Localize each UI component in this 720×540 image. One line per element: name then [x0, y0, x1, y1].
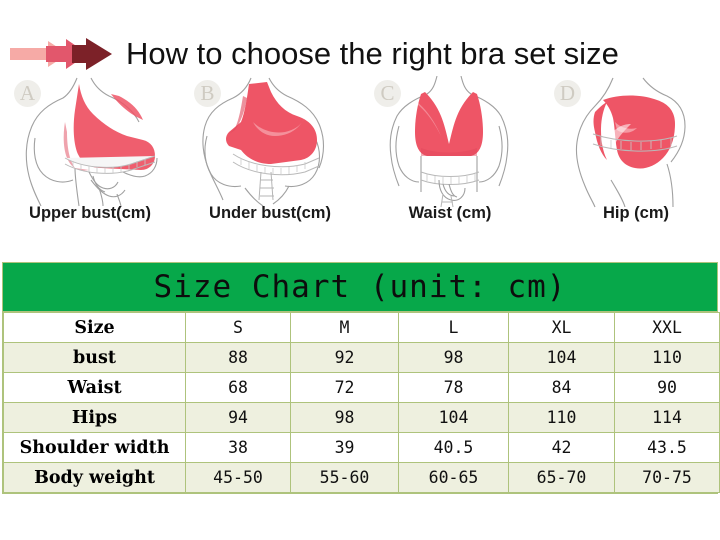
size-chart-title: Size Chart (unit: cm)	[153, 269, 567, 305]
cell-hips-m: 98	[290, 402, 399, 433]
cell-hips-xxl: 114	[614, 402, 720, 433]
cell-waist-l: 78	[398, 372, 509, 403]
arrow-group-icon	[8, 34, 120, 74]
panel-label-upper-bust: Upper bust(cm)	[29, 204, 151, 222]
row-label-shoulder-width: Shoulder width	[3, 432, 186, 463]
cell-bust-s: 88	[185, 342, 291, 373]
page-title: How to choose the right bra set size	[126, 36, 619, 71]
size-chart-table: Size S M L XL XXL bust 88 92 98 104 110 …	[3, 312, 720, 493]
table-row-hips: Hips 94 98 104 110 114	[3, 402, 720, 433]
cell-waist-s: 68	[185, 372, 291, 403]
size-chart-header: Size Chart (unit: cm)	[3, 263, 717, 312]
cell-weight-xl: 65-70	[508, 462, 615, 493]
panel-badge-c: C	[374, 80, 401, 107]
upper-bust-measure-icon	[0, 76, 180, 208]
table-row-shoulder-width: Shoulder width 38 39 40.5 42 43.5	[3, 432, 720, 463]
cell-bust-xl: 104	[508, 342, 615, 373]
cell-hips-s: 94	[185, 402, 291, 433]
cell-weight-l: 60-65	[398, 462, 509, 493]
cell-weight-m: 55-60	[290, 462, 399, 493]
table-row-size: Size S M L XL XXL	[3, 312, 720, 343]
cell-weight-xxl: 70-75	[614, 462, 720, 493]
measurement-panels: A	[0, 76, 720, 246]
panel-under-bust: B	[180, 76, 360, 246]
table-row-bust: bust 88 92 98 104 110	[3, 342, 720, 373]
cell-shoulder-xl: 42	[508, 432, 615, 463]
triple-arrow-icon	[10, 38, 112, 70]
panel-label-hip: Hip (cm)	[603, 204, 669, 222]
cell-size-l: L	[398, 312, 509, 343]
title-row: How to choose the right bra set size	[0, 28, 720, 80]
panel-waist: C	[360, 76, 540, 246]
cell-waist-xxl: 90	[614, 372, 720, 403]
panel-upper-bust: A	[0, 76, 180, 246]
cell-shoulder-l: 40.5	[398, 432, 509, 463]
panel-badge-b: B	[194, 80, 221, 107]
row-label-waist: Waist	[3, 372, 186, 403]
panel-badge-d: D	[554, 80, 581, 107]
size-chart: Size Chart (unit: cm) Size S M L XL XXL …	[2, 262, 720, 494]
cell-size-xl: XL	[508, 312, 615, 343]
cell-size-s: S	[185, 312, 291, 343]
row-label-hips: Hips	[3, 402, 186, 433]
cell-hips-xl: 110	[508, 402, 615, 433]
cell-bust-m: 92	[290, 342, 399, 373]
table-row-waist: Waist 68 72 78 84 90	[3, 372, 720, 403]
under-bust-measure-icon	[180, 76, 360, 208]
cell-hips-l: 104	[398, 402, 509, 433]
table-row-body-weight: Body weight 45-50 55-60 60-65 65-70 70-7…	[3, 462, 720, 493]
panel-hip: D	[540, 76, 720, 246]
cell-weight-s: 45-50	[185, 462, 291, 493]
hip-measure-icon	[540, 76, 720, 208]
panel-badge-a: A	[14, 80, 41, 107]
cell-waist-m: 72	[290, 372, 399, 403]
cell-shoulder-xxl: 43.5	[614, 432, 720, 463]
cell-size-xxl: XXL	[614, 312, 720, 343]
waist-measure-icon	[360, 76, 540, 208]
row-label-bust: bust	[3, 342, 186, 373]
panel-label-under-bust: Under bust(cm)	[209, 204, 331, 222]
cell-bust-xxl: 110	[614, 342, 720, 373]
row-label-size: Size	[3, 312, 186, 343]
cell-bust-l: 98	[398, 342, 509, 373]
panel-label-waist: Waist (cm)	[408, 204, 492, 222]
cell-shoulder-m: 39	[290, 432, 399, 463]
cell-shoulder-s: 38	[185, 432, 291, 463]
cell-size-m: M	[290, 312, 399, 343]
row-label-body-weight: Body weight	[3, 462, 186, 493]
cell-waist-xl: 84	[508, 372, 615, 403]
